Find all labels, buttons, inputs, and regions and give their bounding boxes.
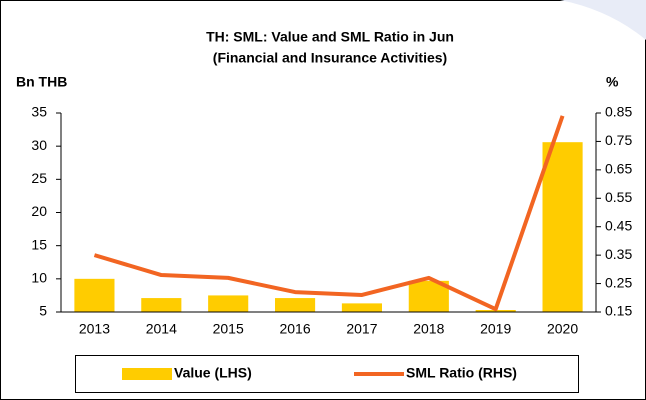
x-tick-label: 2018 [413,321,444,337]
legend-label: Value (LHS) [174,365,252,381]
y-tick-label: 25 [31,170,47,186]
y-tick-label: 30 [31,137,47,153]
y2-tick-label: 0.45 [605,217,632,233]
x-tick-label: 2016 [279,321,310,337]
bar [275,298,316,312]
bar [74,278,115,312]
chart-subtitle: (Financial and Insurance Activities) [213,50,447,66]
y2-tick-label: 0.55 [605,189,632,205]
x-tick-label: 2014 [146,321,177,337]
y-tick-label: 20 [31,203,47,219]
x-tick-label: 2019 [480,321,511,337]
line [93,115,565,312]
y-tick-label: 35 [31,104,47,120]
y2-tick-label: 0.85 [605,104,632,120]
y2-tick-label: 0.15 [605,303,632,319]
bar [542,142,583,312]
y2-tick-label: 0.25 [605,274,632,290]
y-axis-label: Bn THB [16,74,67,90]
x-tick-label: 2013 [79,321,110,337]
corner-decoration [560,0,646,40]
bar [341,303,382,312]
legend-label: SML Ratio (RHS) [406,365,517,381]
legend-swatch [122,368,172,380]
bar [141,298,182,312]
chart-title: TH: SML: Value and SML Ratio in Jun [206,29,454,45]
y-tick-label: 10 [31,270,47,286]
y-tick-label: 5 [39,303,47,319]
y-tick-label: 15 [31,236,47,252]
y2-tick-label: 0.35 [605,246,632,262]
y2-axis-label: % [606,74,619,90]
legend-box [75,355,579,393]
x-tick-label: 2015 [213,321,244,337]
y2-tick-label: 0.65 [605,161,632,177]
y2-tick-label: 0.75 [605,132,632,148]
x-tick-label: 2017 [346,321,377,337]
x-tick-label: 2020 [547,321,578,337]
bar [208,295,249,312]
